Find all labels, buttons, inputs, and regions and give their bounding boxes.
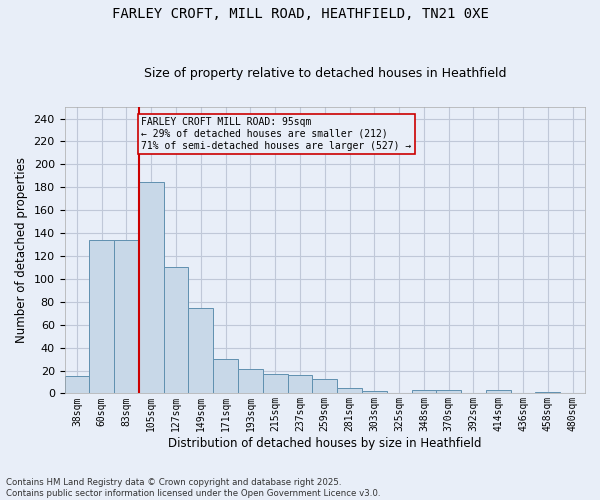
Bar: [238, 370, 263, 394]
Bar: [213, 359, 238, 394]
Bar: [313, 378, 337, 394]
Bar: [412, 390, 436, 394]
X-axis label: Distribution of detached houses by size in Heathfield: Distribution of detached houses by size …: [168, 437, 482, 450]
Bar: [114, 240, 139, 394]
Bar: [164, 268, 188, 394]
Bar: [139, 182, 164, 394]
Title: Size of property relative to detached houses in Heathfield: Size of property relative to detached ho…: [143, 66, 506, 80]
Text: Contains HM Land Registry data © Crown copyright and database right 2025.
Contai: Contains HM Land Registry data © Crown c…: [6, 478, 380, 498]
Bar: [486, 390, 511, 394]
Bar: [287, 375, 313, 394]
Bar: [89, 240, 114, 394]
Bar: [337, 388, 362, 394]
Bar: [362, 391, 387, 394]
Text: FARLEY CROFT MILL ROAD: 95sqm
← 29% of detached houses are smaller (212)
71% of : FARLEY CROFT MILL ROAD: 95sqm ← 29% of d…: [142, 118, 412, 150]
Bar: [188, 308, 213, 394]
Bar: [263, 374, 287, 394]
Bar: [535, 392, 560, 394]
Bar: [436, 390, 461, 394]
Text: FARLEY CROFT, MILL ROAD, HEATHFIELD, TN21 0XE: FARLEY CROFT, MILL ROAD, HEATHFIELD, TN2…: [112, 8, 488, 22]
Y-axis label: Number of detached properties: Number of detached properties: [15, 157, 28, 343]
Bar: [65, 376, 89, 394]
